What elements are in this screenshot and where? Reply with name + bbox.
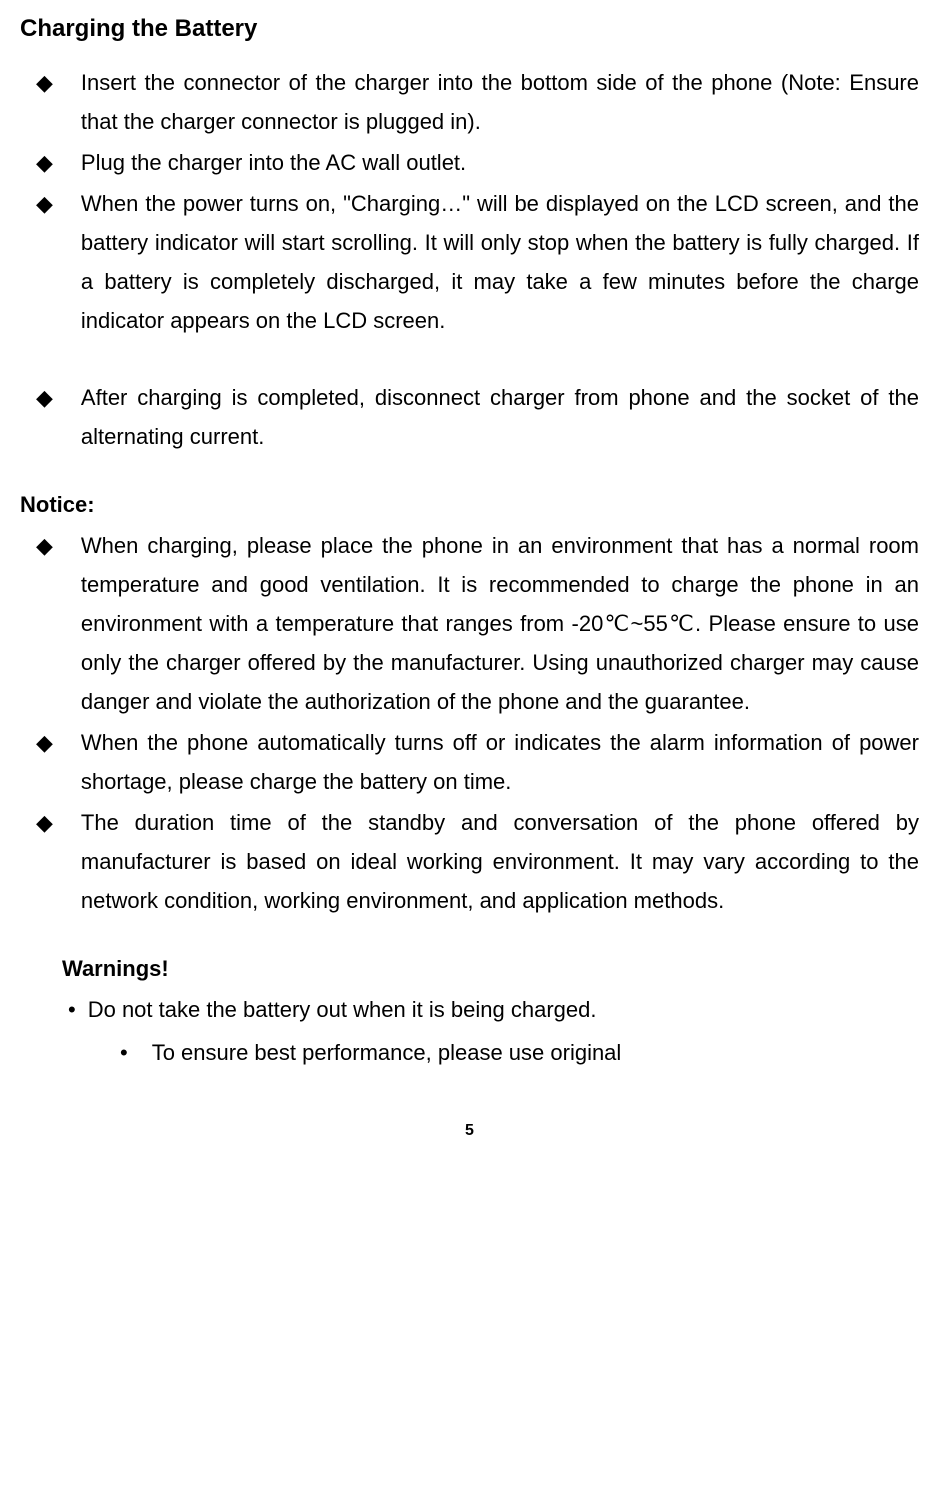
page-heading: Charging the Battery bbox=[20, 15, 919, 43]
bullet-text: When the power turns on, "Charging…" wil… bbox=[81, 184, 919, 340]
bullet-text: Do not take the battery out when it is b… bbox=[88, 990, 919, 1029]
notice-bullet-list: ◆ When charging, please place the phone … bbox=[20, 526, 919, 920]
list-item: ◆ After charging is completed, disconnec… bbox=[20, 378, 919, 456]
bullet-text: When the phone automatically turns off o… bbox=[81, 723, 919, 801]
list-item: ◆ The duration time of the standby and c… bbox=[20, 803, 919, 920]
main-bullet-list: ◆ Insert the connector of the charger in… bbox=[20, 63, 919, 340]
list-item: • To ensure best performance, please use… bbox=[20, 1033, 919, 1072]
list-item: ◆ Plug the charger into the AC wall outl… bbox=[20, 143, 919, 182]
diamond-bullet-icon: ◆ bbox=[36, 143, 53, 182]
diamond-bullet-icon: ◆ bbox=[36, 723, 53, 801]
diamond-bullet-icon: ◆ bbox=[36, 63, 53, 141]
list-item: ◆ When the phone automatically turns off… bbox=[20, 723, 919, 801]
list-item: ◆ Insert the connector of the charger in… bbox=[20, 63, 919, 141]
list-item: • Do not take the battery out when it is… bbox=[20, 990, 919, 1029]
diamond-bullet-icon: ◆ bbox=[36, 378, 53, 456]
spacer bbox=[20, 342, 919, 378]
bullet-text: The duration time of the standby and con… bbox=[81, 803, 919, 920]
bullet-text: Plug the charger into the AC wall outlet… bbox=[81, 143, 919, 182]
dot-bullet-icon: • bbox=[68, 990, 76, 1029]
dot-bullet-icon: • bbox=[120, 1033, 128, 1072]
list-item: ◆ When charging, please place the phone … bbox=[20, 526, 919, 721]
warnings-heading: Warnings! bbox=[62, 956, 919, 982]
bullet-text: Insert the connector of the charger into… bbox=[81, 63, 919, 141]
after-gap-list: ◆ After charging is completed, disconnec… bbox=[20, 378, 919, 456]
diamond-bullet-icon: ◆ bbox=[36, 526, 53, 721]
diamond-bullet-icon: ◆ bbox=[36, 184, 53, 340]
page-number: 5 bbox=[20, 1122, 919, 1140]
bullet-text: When charging, please place the phone in… bbox=[81, 526, 919, 721]
bullet-text: To ensure best performance, please use o… bbox=[152, 1033, 919, 1072]
warnings-list: • Do not take the battery out when it is… bbox=[20, 990, 919, 1072]
diamond-bullet-icon: ◆ bbox=[36, 803, 53, 920]
notice-heading: Notice: bbox=[20, 492, 919, 518]
list-item: ◆ When the power turns on, "Charging…" w… bbox=[20, 184, 919, 340]
bullet-text: After charging is completed, disconnect … bbox=[81, 378, 919, 456]
